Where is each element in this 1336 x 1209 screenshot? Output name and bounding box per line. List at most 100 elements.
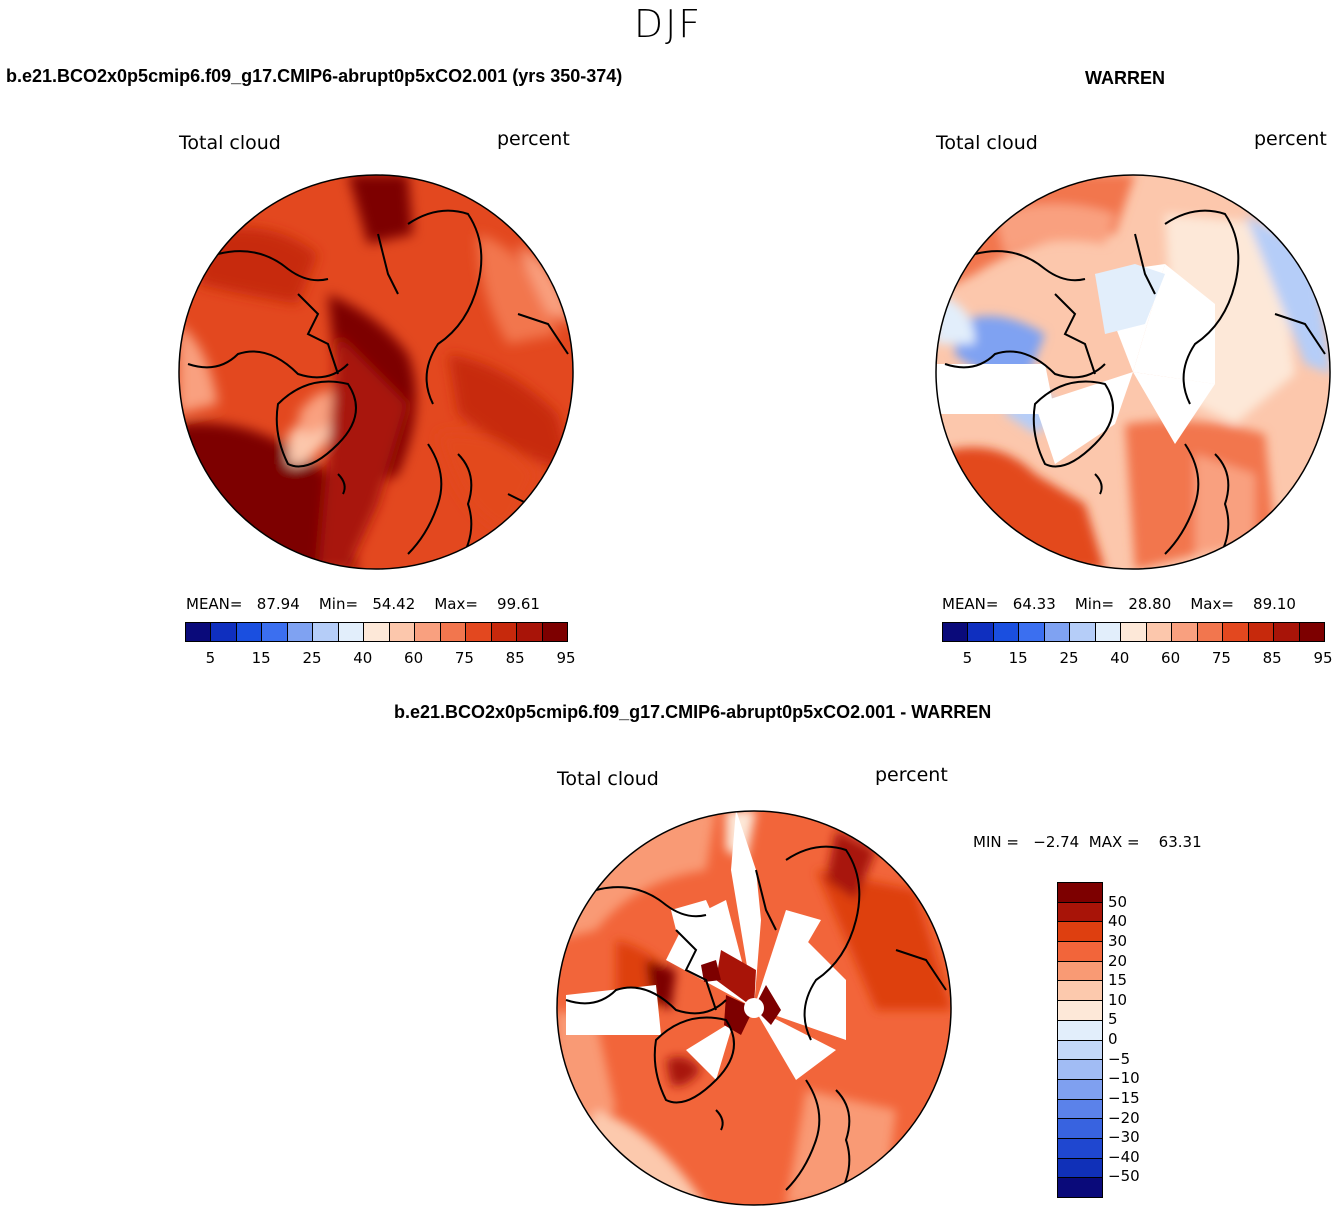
panel-2-title: WARREN bbox=[1085, 68, 1165, 88]
colorbar-swatch bbox=[1058, 1020, 1102, 1041]
colorbar-tick-label: −20 bbox=[1108, 1108, 1140, 1127]
panel-3-min-label: MIN = bbox=[973, 833, 1019, 851]
colorbar-swatch bbox=[1058, 902, 1102, 923]
colorbar-swatch bbox=[211, 623, 237, 641]
panel-1-min-label: Min= bbox=[318, 595, 359, 613]
colorbar-swatch bbox=[1172, 623, 1198, 641]
colorbar-tick-label: 60 bbox=[404, 649, 424, 667]
panel-2-colorbar-ticks: 5 15 25 40 60 75 85 95 bbox=[942, 649, 1333, 669]
panel-2-map bbox=[935, 174, 1331, 570]
panel-3-max: 63.31 bbox=[1158, 833, 1202, 851]
colorbar-swatch bbox=[1197, 623, 1224, 641]
colorbar-tick-label: 95 bbox=[556, 649, 576, 667]
colorbar-swatch bbox=[1044, 623, 1071, 641]
colorbar-tick-label: −10 bbox=[1108, 1069, 1140, 1088]
panel-2-min-label: Min= bbox=[1074, 595, 1115, 613]
colorbar-swatch bbox=[1058, 942, 1102, 962]
colorbar-swatch bbox=[1299, 623, 1325, 641]
panel-2-colorbar bbox=[942, 622, 1325, 642]
colorbar-swatch bbox=[1058, 961, 1102, 982]
panel-3-colorbar-ticks: 50 40 30 20 15 10 5 0 −5 −10 −15 −20 −30 −40 −50 bbox=[1108, 882, 1168, 1196]
colorbar-tick-label: −30 bbox=[1108, 1128, 1140, 1147]
colorbar-swatch bbox=[1058, 1119, 1102, 1139]
colorbar-tick-label: −15 bbox=[1108, 1088, 1140, 1107]
colorbar-swatch bbox=[968, 623, 994, 641]
colorbar-swatch bbox=[1223, 623, 1249, 641]
colorbar-swatch bbox=[1058, 981, 1102, 1002]
colorbar-swatch bbox=[1019, 623, 1045, 641]
panel-2-max: 89.10 bbox=[1253, 595, 1296, 613]
colorbar-swatch bbox=[236, 623, 263, 641]
colorbar-swatch bbox=[262, 623, 288, 641]
colorbar-swatch bbox=[491, 623, 518, 641]
season-title: DJF bbox=[633, 2, 703, 46]
panel-1-variable: Total cloud bbox=[179, 132, 281, 154]
colorbar-swatch bbox=[1248, 623, 1275, 641]
colorbar-swatch bbox=[415, 623, 441, 641]
panel-3-map bbox=[556, 810, 952, 1206]
colorbar-tick-label: 5 bbox=[205, 649, 216, 667]
colorbar-tick-label: 60 bbox=[1161, 649, 1181, 667]
colorbar-swatch bbox=[1058, 922, 1102, 943]
colorbar-tick-label: 40 bbox=[353, 649, 373, 667]
colorbar-swatch bbox=[186, 623, 212, 641]
panel-3-variable: Total cloud bbox=[557, 768, 659, 790]
colorbar-tick-label: 20 bbox=[1108, 951, 1128, 970]
panel-1-mean-label: MEAN= bbox=[186, 595, 243, 613]
colorbar-tick-label: 50 bbox=[1108, 892, 1128, 911]
colorbar-swatch bbox=[943, 623, 969, 641]
colorbar-tick-label: 25 bbox=[302, 649, 322, 667]
panel-3-units: percent bbox=[875, 764, 948, 786]
panel-3-colorbar bbox=[1057, 882, 1103, 1198]
panel-1-stats: MEAN= 87.94 Min= 54.42 Max= 99.61 bbox=[186, 595, 540, 613]
panel-3-min: −2.74 bbox=[1033, 833, 1080, 851]
colorbar-swatch bbox=[1095, 623, 1122, 641]
panel-1-map bbox=[178, 174, 574, 570]
colorbar-swatch bbox=[1058, 1158, 1102, 1179]
colorbar-swatch bbox=[1058, 1001, 1102, 1021]
colorbar-swatch bbox=[364, 623, 390, 641]
colorbar-swatch bbox=[1058, 1060, 1102, 1080]
colorbar-swatch bbox=[1058, 1178, 1102, 1197]
panel-3-stats: MIN = −2.74 MAX = 63.31 bbox=[973, 833, 1202, 851]
colorbar-swatch bbox=[440, 623, 467, 641]
panel-2-min: 28.80 bbox=[1128, 595, 1172, 613]
colorbar-swatch bbox=[1058, 1099, 1102, 1120]
panel-1-colorbar-ticks: 5 15 25 40 60 75 85 95 bbox=[185, 649, 576, 669]
colorbar-swatch bbox=[542, 623, 568, 641]
colorbar-tick-label: 95 bbox=[1313, 649, 1333, 667]
colorbar-tick-label: −50 bbox=[1108, 1167, 1140, 1186]
colorbar-tick-label: 25 bbox=[1059, 649, 1079, 667]
panel-1-title: b.e21.BCO2x0p5cmip6.f09_g17.CMIP6-abrupt… bbox=[6, 66, 623, 86]
panel-1-max: 99.61 bbox=[497, 595, 540, 613]
panel-1-max-label: Max= bbox=[434, 595, 478, 613]
colorbar-swatch bbox=[389, 623, 416, 641]
colorbar-tick-label: 15 bbox=[1008, 649, 1028, 667]
colorbar-tick-label: 15 bbox=[251, 649, 271, 667]
colorbar-tick-label: 5 bbox=[1108, 1010, 1118, 1029]
panel-2-mean: 64.33 bbox=[1012, 595, 1056, 613]
colorbar-tick-label: 85 bbox=[505, 649, 525, 667]
colorbar-tick-label: 5 bbox=[962, 649, 973, 667]
colorbar-tick-label: 30 bbox=[1108, 931, 1128, 950]
colorbar-swatch bbox=[1058, 1138, 1102, 1159]
colorbar-swatch bbox=[993, 623, 1020, 641]
colorbar-swatch bbox=[1058, 1079, 1102, 1100]
colorbar-tick-label: 10 bbox=[1108, 990, 1128, 1009]
colorbar-swatch bbox=[287, 623, 314, 641]
colorbar-swatch bbox=[1058, 1040, 1102, 1061]
colorbar-swatch bbox=[1146, 623, 1173, 641]
panel-2-mean-label: MEAN= bbox=[942, 595, 999, 613]
colorbar-swatch bbox=[1121, 623, 1147, 641]
panel-1-colorbar bbox=[185, 622, 568, 642]
colorbar-swatch bbox=[1274, 623, 1300, 641]
colorbar-swatch bbox=[517, 623, 543, 641]
colorbar-tick-label: 0 bbox=[1108, 1030, 1118, 1048]
panel-1-min: 54.42 bbox=[372, 595, 416, 613]
colorbar-tick-label: 40 bbox=[1110, 649, 1130, 667]
colorbar-tick-label: 15 bbox=[1108, 971, 1128, 990]
panel-3-max-label: MAX = bbox=[1088, 833, 1140, 851]
colorbar-tick-label: −5 bbox=[1108, 1049, 1131, 1068]
panel-1-units: percent bbox=[497, 128, 570, 150]
colorbar-swatch bbox=[313, 623, 339, 641]
